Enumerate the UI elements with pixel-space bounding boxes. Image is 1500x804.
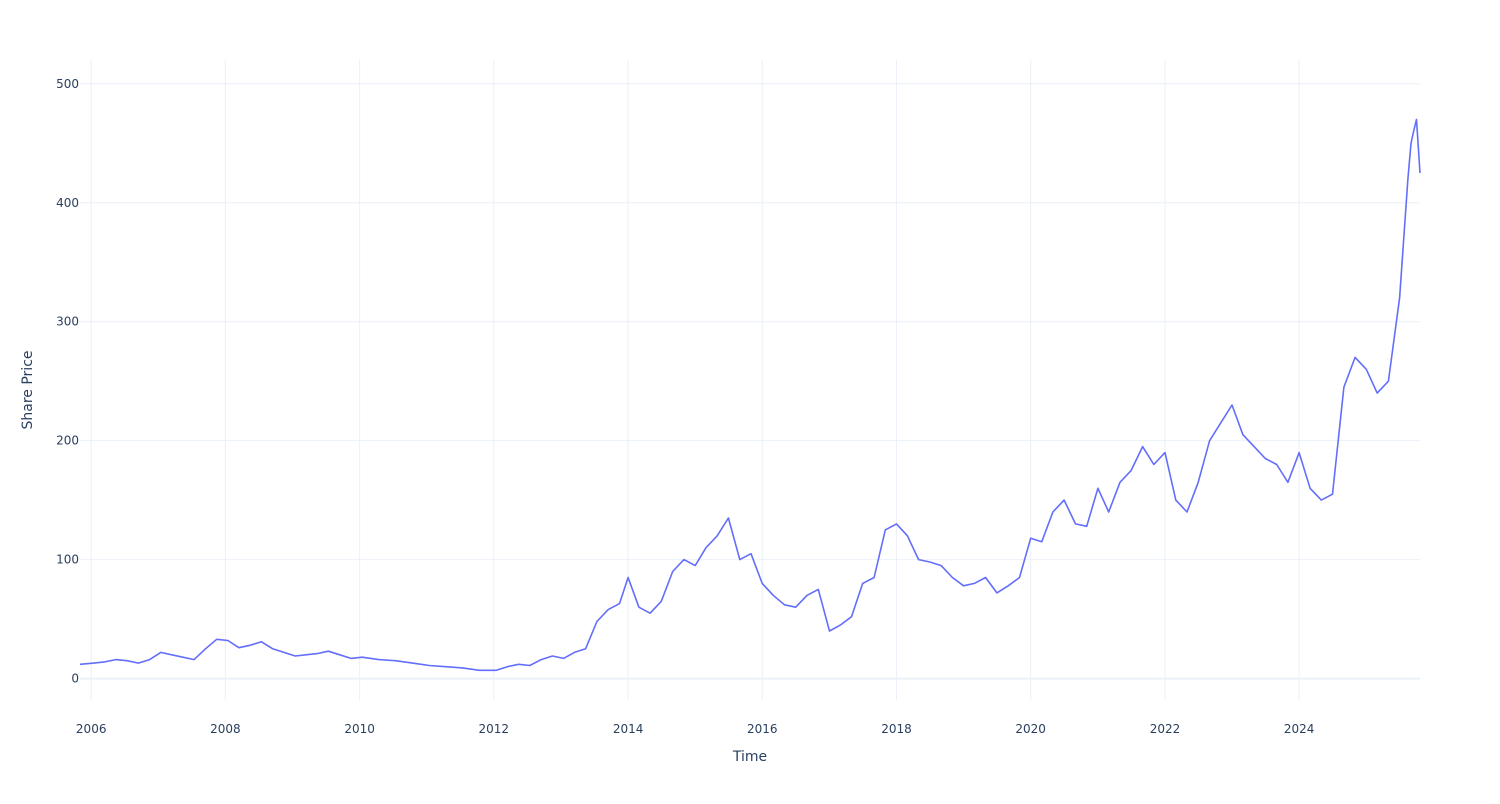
y-tick-label: 300 bbox=[56, 315, 79, 329]
x-tick-label: 2006 bbox=[76, 722, 107, 736]
y-tick-label: 200 bbox=[56, 434, 79, 448]
x-tick-label: 2020 bbox=[1015, 722, 1046, 736]
y-tick-label: 500 bbox=[56, 77, 79, 91]
x-tick-label: 2008 bbox=[210, 722, 241, 736]
x-tick-label: 2016 bbox=[747, 722, 778, 736]
x-tick-label: 2010 bbox=[344, 722, 375, 736]
price-series-line bbox=[79, 118, 1421, 672]
x-tick-label: 2022 bbox=[1150, 722, 1181, 736]
x-axis-title: Time bbox=[732, 749, 767, 765]
grid-layer bbox=[80, 60, 1420, 700]
x-tick-label: 2012 bbox=[479, 722, 510, 736]
y-tick-label: 400 bbox=[56, 196, 79, 210]
series-layer bbox=[79, 118, 1421, 672]
x-tick-label: 2014 bbox=[613, 722, 644, 736]
y-axis-title: Share Price bbox=[20, 350, 36, 429]
x-tick-label: 2018 bbox=[881, 722, 912, 736]
x-tick-label: 2024 bbox=[1284, 722, 1315, 736]
y-tick-label: 100 bbox=[56, 553, 79, 567]
axis-layer: 0 100 200 300 400 500 2006 2008 2010 2012 2014 2016… bbox=[56, 77, 1314, 736]
y-tick-label: 0 bbox=[71, 672, 79, 686]
